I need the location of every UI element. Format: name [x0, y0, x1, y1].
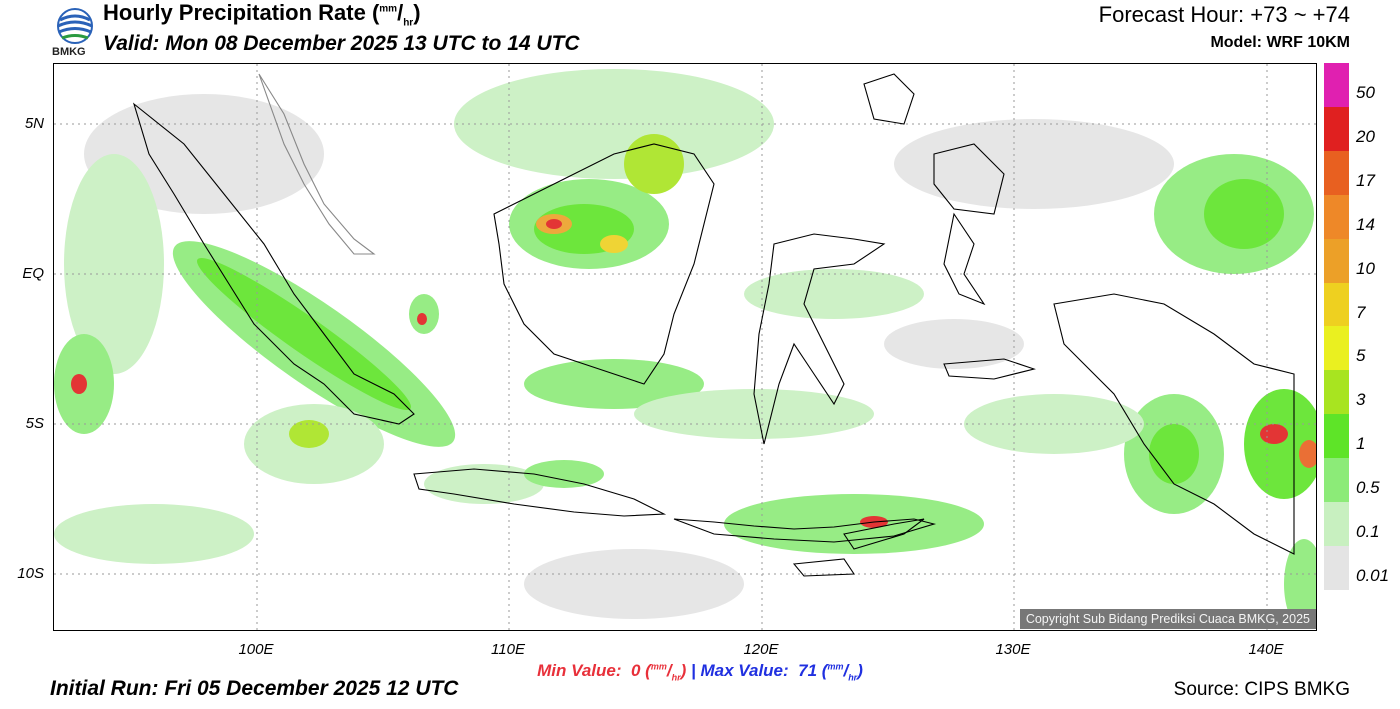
colorbar-swatch — [1324, 414, 1349, 459]
colorbar-swatch — [1324, 150, 1349, 195]
chart-title: Hourly Precipitation Rate (mm/hr) — [103, 0, 421, 29]
colorbar-swatch — [1324, 326, 1349, 371]
copyright-notice: Copyright Sub Bidang Prediksi Cuaca BMKG… — [1019, 609, 1316, 629]
colorbar-label: 20 — [1356, 126, 1375, 146]
x-tick-120e: 120E — [743, 641, 779, 658]
colorbar-label: 17 — [1356, 170, 1375, 190]
colorbar-swatch — [1324, 63, 1349, 107]
colorbar-label: 3 — [1356, 390, 1366, 410]
max-value-label: Max Value: 71 (mm/hr) — [700, 661, 863, 683]
map-canvas — [54, 64, 1316, 630]
y-tick-10s: 10S — [17, 565, 44, 582]
colorbar-label: 5 — [1356, 346, 1366, 366]
source-credit: Source: CIPS BMKG — [1173, 679, 1350, 700]
model-name: Model: WRF 10KM — [1210, 34, 1350, 51]
x-tick-140e: 140E — [1248, 641, 1284, 658]
precipitation-map — [53, 63, 1317, 631]
colorbar-swatch — [1324, 282, 1349, 327]
colorbar-label: 10 — [1356, 258, 1375, 278]
colorbar-swatch — [1324, 238, 1349, 283]
colorbar-label: 7 — [1356, 302, 1366, 322]
colorbar-swatch — [1324, 106, 1349, 151]
colorbar-label: 50 — [1356, 82, 1375, 102]
precip-field — [54, 64, 1316, 630]
bmkg-logo — [57, 8, 93, 44]
x-tick-130e: 130E — [995, 641, 1031, 658]
colorbar-swatch — [1324, 194, 1349, 239]
colorbar-swatch — [1324, 502, 1349, 546]
colorbar-label: 1 — [1356, 434, 1366, 454]
x-tick-110e: 110E — [491, 641, 525, 658]
valid-time: Valid: Mon 08 December 2025 13 UTC to 14… — [103, 32, 580, 55]
colorbar-swatch — [1324, 370, 1349, 415]
initial-run: Initial Run: Fri 05 December 2025 12 UTC — [50, 677, 459, 700]
colorbar-swatch — [1324, 458, 1349, 503]
colorbar-label: 0.01 — [1356, 566, 1390, 586]
forecast-hour: Forecast Hour: +73 ~ +74 — [1098, 2, 1350, 27]
colorbar-label: 0.5 — [1356, 478, 1380, 498]
colorbar-label: 14 — [1356, 214, 1375, 234]
logo-text: BMKG — [52, 46, 86, 58]
y-tick-5n: 5N — [24, 115, 44, 132]
y-tick-5s: 5S — [25, 415, 44, 432]
y-tick-eq: EQ — [22, 265, 44, 282]
x-tick-100e: 100E — [238, 641, 274, 658]
colorbar-label: 0.1 — [1356, 522, 1380, 542]
colorbar — [1324, 63, 1349, 590]
min-max-values: Min Value: 0 (mm/hr) | Max Value: 71 (mm… — [537, 661, 863, 683]
coastlines — [132, 73, 1295, 577]
graticule — [54, 64, 1316, 630]
colorbar-swatch — [1324, 545, 1349, 590]
min-value-label: Min Value: 0 (mm/hr) — [537, 661, 687, 683]
